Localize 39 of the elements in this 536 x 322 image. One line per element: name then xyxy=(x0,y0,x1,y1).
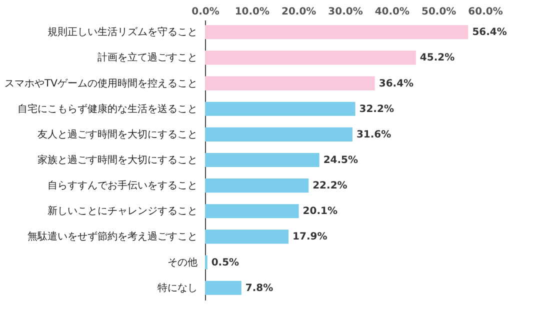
data-label: 32.2% xyxy=(359,104,394,115)
bar xyxy=(205,280,242,295)
x-tick-label: 40.0% xyxy=(374,6,410,18)
y-tick-label: その他 xyxy=(168,256,198,268)
x-tick-label: 50.0% xyxy=(421,6,456,18)
x-tick-label: 10.0% xyxy=(234,6,270,18)
y-tick-label: 計画を立て過ごすこと xyxy=(98,52,198,64)
bar xyxy=(205,230,289,244)
data-label: 22.2% xyxy=(312,180,348,192)
x-tick-label: 0.0% xyxy=(192,6,220,18)
data-label: 17.9% xyxy=(292,232,328,243)
data-label: 7.8% xyxy=(245,282,274,294)
bar xyxy=(205,178,309,193)
bar xyxy=(205,25,468,40)
y-tick-label: 特になし xyxy=(158,282,198,294)
y-tick-label: 新しいことにチャレンジすること xyxy=(48,205,198,218)
data-label: 36.4% xyxy=(378,78,414,90)
bar xyxy=(205,50,416,65)
x-tick-label: 20.0% xyxy=(281,6,316,18)
bar xyxy=(205,127,352,142)
y-tick-label: 友人と過ごす時間を大切にすること xyxy=(38,128,198,140)
y-tick-label: 無駄遣いをせず節約を考え過ごすこと xyxy=(28,230,198,243)
y-tick-label: スマホやTVゲームの使用時間を控えること xyxy=(4,77,198,90)
bar xyxy=(205,102,356,116)
data-label: 24.5% xyxy=(323,155,358,166)
data-label: 45.2% xyxy=(420,52,455,64)
y-tick-label: 自らすすんでお手伝いをすること xyxy=(48,180,198,192)
data-label: 31.6% xyxy=(356,129,392,140)
data-label: 0.5% xyxy=(211,257,240,268)
y-tick-label: 自宅にこもらず健康的な生活を送ること xyxy=(18,102,198,115)
bar xyxy=(205,76,375,90)
bar xyxy=(205,152,320,168)
bar xyxy=(205,204,299,218)
data-label: 20.1% xyxy=(302,206,338,218)
data-label: 56.4% xyxy=(472,27,507,38)
y-tick-label: 規則正しい生活リズムを守ること xyxy=(48,26,198,38)
x-tick-label: 60.0% xyxy=(468,6,503,18)
x-tick-label: 30.0% xyxy=(328,6,363,18)
y-tick-label: 家族と過ごす時間を大切にすること xyxy=(38,154,198,166)
